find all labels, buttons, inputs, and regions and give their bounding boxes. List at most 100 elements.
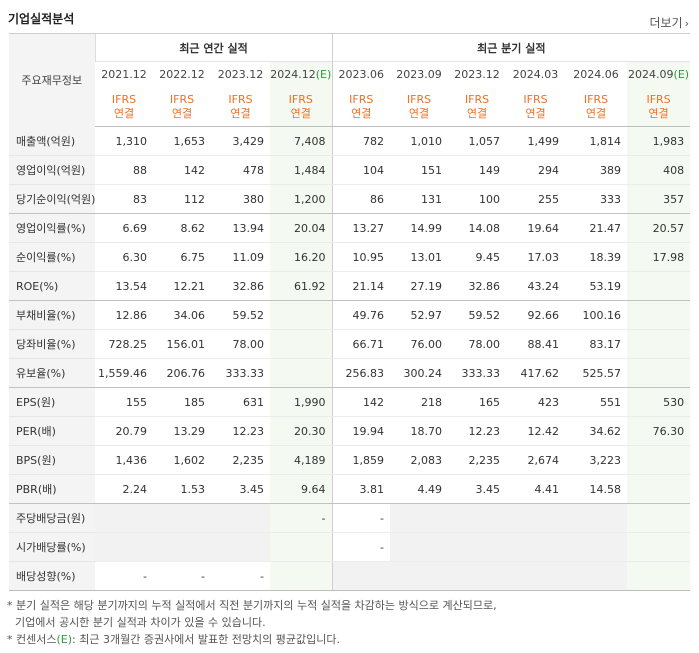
period-header: 2024.12(E) xyxy=(270,61,333,87)
row-header-label: 주요재무정보 xyxy=(9,33,95,127)
table-cell: - xyxy=(153,561,211,591)
table-cell xyxy=(627,561,691,591)
table-cell: 27.19 xyxy=(390,271,449,301)
table-cell: 408 xyxy=(627,155,691,185)
table-cell: 52.97 xyxy=(390,300,449,330)
table-cell: 12.23 xyxy=(448,416,507,446)
table-cell: 2,083 xyxy=(390,445,449,475)
consolidation-type: 연결 xyxy=(290,106,311,120)
table-cell: 294 xyxy=(506,155,566,185)
table-cell xyxy=(211,532,270,562)
table-cell: 12.23 xyxy=(211,416,270,446)
table-cell: 1,499 xyxy=(506,126,566,156)
table-cell: 1,484 xyxy=(270,155,333,185)
table-cell: 389 xyxy=(565,155,628,185)
table-cell: 131 xyxy=(390,184,449,214)
table-cell: 100.16 xyxy=(565,300,628,330)
table-cell: 43.24 xyxy=(506,271,566,301)
table-cell: 151 xyxy=(390,155,449,185)
table-cell xyxy=(270,358,333,388)
table-cell: 34.06 xyxy=(153,300,211,330)
row-label: 유보율(%) xyxy=(9,358,95,388)
table-cell xyxy=(390,503,449,533)
table-cell: 333.33 xyxy=(448,358,507,388)
table-cell xyxy=(506,561,566,591)
table-cell: 6.69 xyxy=(95,213,153,243)
row-label: 순이익률(%) xyxy=(9,242,95,272)
period-header: 2024.09(E) xyxy=(627,61,691,87)
table-cell: 525.57 xyxy=(565,358,628,388)
table-cell: 20.79 xyxy=(95,416,153,446)
row-label: 부채비율(%) xyxy=(9,300,95,330)
table-cell: 478 xyxy=(211,155,270,185)
table-cell: 83.17 xyxy=(565,329,628,359)
table-cell: 4,189 xyxy=(270,445,333,475)
consolidation-type: 연결 xyxy=(113,106,135,120)
standard-type: IFRS xyxy=(288,92,313,106)
footnote-2-estimate-mark: (E) xyxy=(56,633,73,646)
table-row: PBR(배) 2.24 1.53 3.45 9.64 3.81 4.49 3.45 4.41 14… xyxy=(9,474,691,504)
table-cell: 104 xyxy=(331,155,391,185)
accounting-standard: IFRS 연결 xyxy=(627,87,691,127)
table-cell: 92.66 xyxy=(506,300,566,330)
table-cell: 14.58 xyxy=(565,474,628,504)
table-cell xyxy=(627,503,691,533)
table-row: 순이익률(%) 6.30 6.75 11.09 16.20 10.95 13.01 9.45 1… xyxy=(9,242,691,272)
accounting-standard: IFRS 연결 xyxy=(506,87,566,127)
table-cell: 20.30 xyxy=(270,416,333,446)
table-cell: 1,436 xyxy=(95,445,153,475)
table-cell: 4.49 xyxy=(390,474,449,504)
table-row: 영업이익률(%) 6.69 8.62 13.94 20.04 13.27 14.99 14.0… xyxy=(9,213,691,243)
table-cell: 78.00 xyxy=(448,329,507,359)
table-row: 시가배당률(%) - xyxy=(9,532,691,562)
consolidation-type: 연결 xyxy=(230,106,251,120)
estimate-mark: (E) xyxy=(315,68,332,81)
accounting-standard: IFRS 연결 xyxy=(565,87,628,127)
table-cell: 4.41 xyxy=(506,474,566,504)
standard-type: IFRS xyxy=(349,92,374,106)
table-cell: 17.98 xyxy=(627,242,691,272)
period-label: 2023.09 xyxy=(396,68,442,81)
table-cell xyxy=(627,474,691,504)
standard-type: IFRS xyxy=(646,92,671,106)
more-link[interactable]: 더보기 › xyxy=(649,14,689,31)
standard-type: IFRS xyxy=(583,92,609,106)
table-cell: 21.47 xyxy=(565,213,628,243)
period-label: 2024.12 xyxy=(270,68,316,81)
table-cell: 1,559.46 xyxy=(95,358,153,388)
table-cell: 256.83 xyxy=(331,358,391,388)
table-cell: 149 xyxy=(448,155,507,185)
table-cell: 19.94 xyxy=(331,416,391,446)
table-cell: 21.14 xyxy=(331,271,391,301)
table-cell: 1,814 xyxy=(565,126,628,156)
period-header: 2021.12 xyxy=(95,61,153,87)
table-cell xyxy=(627,329,691,359)
consolidation-type: 연결 xyxy=(648,106,669,120)
accounting-standard: IFRS 연결 xyxy=(390,87,449,127)
table-cell: 206.76 xyxy=(153,358,211,388)
table-row: 주당배당금(원) - - xyxy=(9,503,691,533)
table-cell: 13.94 xyxy=(211,213,270,243)
table-cell xyxy=(448,503,507,533)
table-cell xyxy=(506,532,566,562)
table-cell: 1,010 xyxy=(390,126,449,156)
table-cell: 380 xyxy=(211,184,270,214)
period-header: 2023.09 xyxy=(390,61,449,87)
table-cell: 16.20 xyxy=(270,242,333,272)
table-cell: 12.21 xyxy=(153,271,211,301)
table-cell: 417.62 xyxy=(506,358,566,388)
table-cell: 2.24 xyxy=(95,474,153,504)
consolidation-type: 연결 xyxy=(351,106,372,120)
table-cell: 112 xyxy=(153,184,211,214)
table-cell xyxy=(506,503,566,533)
accounting-standard: IFRS 연결 xyxy=(448,87,507,127)
table-cell: 6.30 xyxy=(95,242,153,272)
period-label: 2021.12 xyxy=(101,68,147,81)
table-row: BPS(원) 1,436 1,602 2,235 4,189 1,859 2,083 2,23… xyxy=(9,445,691,475)
period-label: 2024.06 xyxy=(573,68,619,81)
table-cell: 9.45 xyxy=(448,242,507,272)
period-label: 2023.12 xyxy=(217,68,264,81)
table-cell: 1,859 xyxy=(331,445,391,475)
table-cell xyxy=(565,503,628,533)
table-cell: 10.95 xyxy=(331,242,391,272)
